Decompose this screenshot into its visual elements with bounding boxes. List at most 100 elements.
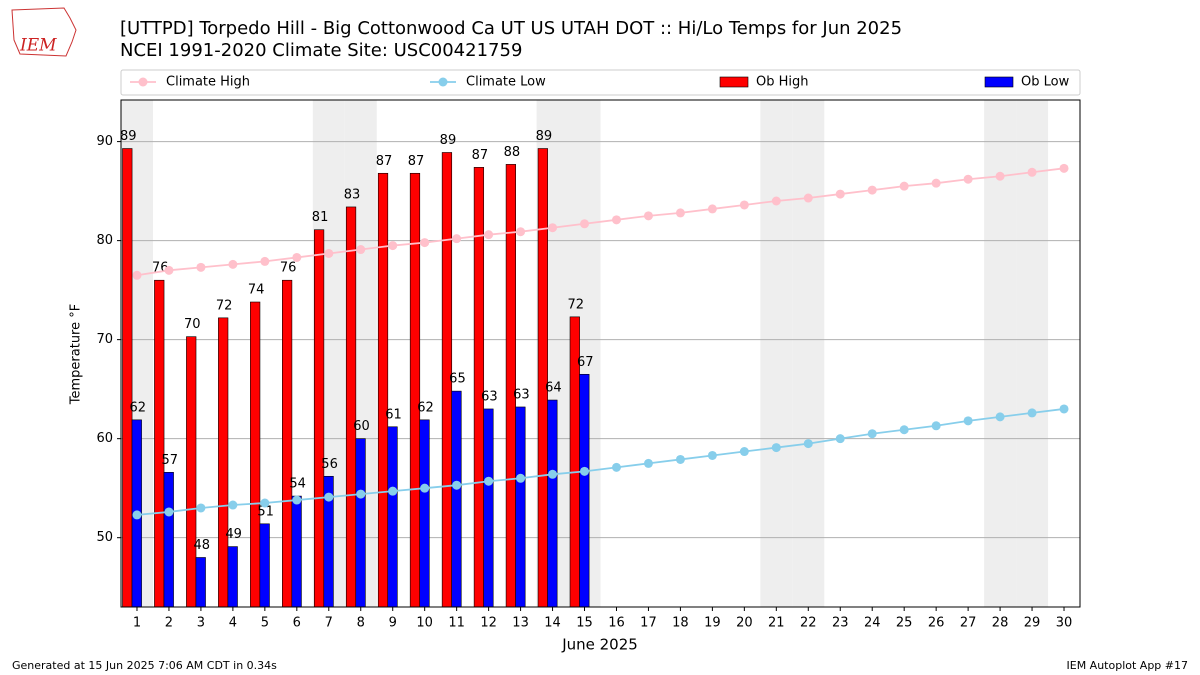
bar [377,172,389,608]
data-label: 89 [440,133,457,148]
data-label: 87 [408,154,425,169]
line-point [196,262,206,272]
x-tick-label: 4 [229,616,237,631]
bar [515,406,526,608]
line-point [260,498,270,508]
data-label: 67 [577,355,594,370]
line-point [803,439,813,449]
x-tick-label: 2 [165,616,173,631]
data-label: 62 [417,400,434,415]
data-label: 63 [481,389,498,404]
x-tick-label: 26 [928,616,945,631]
line-point [835,434,845,444]
line-point [228,500,238,510]
bar [154,279,165,608]
line-point [643,211,653,221]
line-point [196,503,206,513]
y-tick-label: 80 [96,233,113,248]
bar [186,336,197,608]
x-tick-label: 30 [1056,616,1073,631]
x-tick-label: 1 [133,616,141,631]
bar [537,148,548,608]
line-point [484,476,494,486]
chart-title: [UTTPD] Torpedo Hill - Big Cottonwood Ca… [120,18,902,39]
plot-frame [120,99,1081,608]
x-tick-label: 15 [576,616,593,631]
data-label: 57 [161,453,178,468]
y-tick-label: 60 [96,431,113,446]
line-point [388,241,398,251]
bar [313,229,325,608]
weekend-shade [792,100,825,607]
line-point [611,462,621,472]
y-axis-label: Temperature °F [69,304,84,405]
line-point [420,238,430,248]
bar [250,301,261,608]
line-point [899,425,909,435]
weekend-shade [984,100,1017,607]
data-label: 60 [353,419,370,434]
bar [451,390,462,608]
line-point [1059,404,1069,414]
line-point [164,507,174,517]
data-label: 62 [130,400,147,415]
line-point [995,412,1005,422]
bar [387,426,398,608]
line-point [548,469,558,479]
data-label: 72 [568,297,585,312]
line-point [675,208,685,218]
bar [579,373,590,608]
x-tick-label: 21 [768,616,785,631]
chart-subtitle: NCEI 1991-2020 Climate Site: USC00421759 [120,40,522,61]
line-point [611,215,621,225]
legend-marker [138,77,148,87]
line-point [707,450,717,460]
line-point [324,248,334,258]
line-point [867,429,877,439]
bar [163,472,174,608]
x-tick-label: 19 [704,616,721,631]
x-tick-label: 23 [832,616,849,631]
data-label: 89 [120,129,137,144]
x-tick-label: 5 [261,616,269,631]
line-point [803,193,813,203]
x-tick-label: 9 [389,616,397,631]
data-label: 54 [289,477,306,492]
legend-marker [438,77,448,87]
line-point [963,416,973,426]
x-axis-label: June 2025 [561,636,638,654]
line-point [132,510,142,520]
line-point [771,443,781,453]
bar [227,546,238,608]
line-point [739,200,749,210]
data-label: 65 [449,372,466,387]
legend-swatch [719,76,749,88]
logo: IEM [11,7,77,57]
x-tick-label: 29 [1024,616,1041,631]
x-tick-label: 27 [960,616,977,631]
line-point [1059,163,1069,173]
data-label: 89 [536,129,553,144]
line-point [580,466,590,476]
data-label: 76 [280,261,297,276]
x-tick-label: 20 [736,616,753,631]
line-point [675,454,685,464]
line-point [452,234,462,244]
line-point [516,227,526,237]
y-tick-label: 50 [96,530,113,545]
x-tick-label: 16 [608,616,625,631]
bar [122,148,133,608]
legend-swatch [984,76,1014,88]
line-point [484,230,494,240]
data-label: 83 [344,187,361,202]
legend-box [120,69,1081,96]
x-tick-label: 12 [480,616,497,631]
weekend-shade [1016,100,1049,607]
weekend-shade [760,100,793,607]
bar [419,419,430,608]
y-tick-label: 90 [96,134,113,149]
line-point [292,495,302,505]
line-point [132,270,142,280]
bar [291,495,302,608]
